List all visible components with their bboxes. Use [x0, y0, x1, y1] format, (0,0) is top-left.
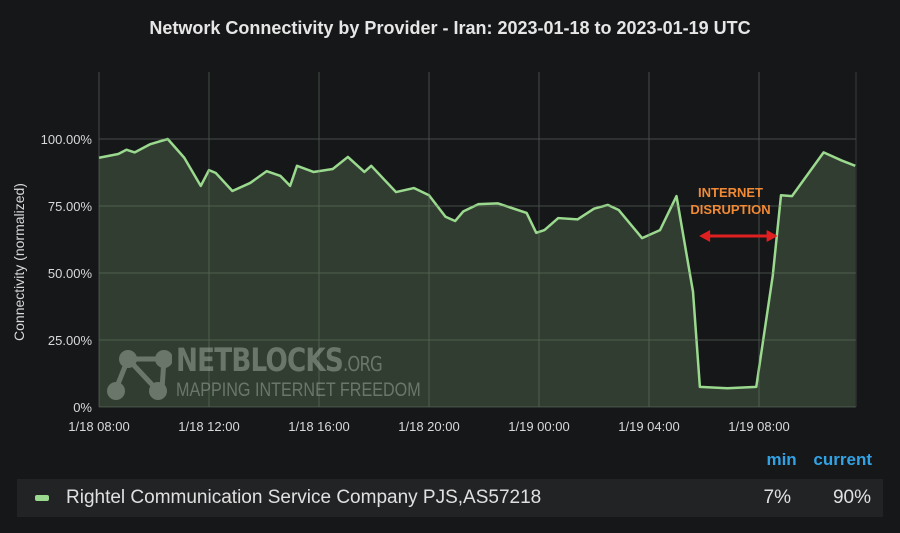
x-tick-label: 1/18 20:00 — [398, 419, 459, 434]
annotation-line-1: INTERNET — [698, 185, 763, 200]
series-color-swatch[interactable] — [35, 495, 49, 501]
chart-title: Network Connectivity by Provider - Iran:… — [149, 18, 751, 38]
netblocks-watermark: NETBLOCKS.ORG MAPPING INTERNET FREEDOM — [106, 341, 421, 406]
watermark-brand: NETBLOCKS.ORG — [176, 341, 383, 379]
legend-row[interactable]: Rightel Communication Service Company PJ… — [17, 479, 883, 517]
legend-header: min current — [754, 450, 872, 470]
disruption-arrow-right-head — [766, 230, 778, 242]
x-tick-label: 1/18 08:00 — [68, 419, 129, 434]
legend-header-current[interactable]: current — [813, 450, 872, 469]
y-tick-label: 0% — [73, 400, 92, 415]
x-tick-label: 1/19 00:00 — [508, 419, 569, 434]
watermark-brand-text: NETBLOCKS — [176, 341, 344, 379]
annotation-line-2: DISRUPTION — [690, 202, 771, 217]
series-min-value: 7% — [763, 487, 791, 508]
series-name[interactable]: Rightel Communication Service Company PJ… — [66, 487, 542, 508]
series-area — [99, 139, 856, 407]
y-tick-label: 25.00% — [48, 333, 93, 348]
disruption-annotation: INTERNET DISRUPTION — [678, 184, 783, 218]
legend-header-min[interactable]: min — [766, 450, 797, 469]
x-tick-label: 1/19 08:00 — [728, 419, 789, 434]
y-tick-label: 100.00% — [41, 132, 93, 147]
chart-plot: 0% 25.00% 50.00% 75.00% 100.00% 1/18 08:00 1/1… — [41, 72, 857, 434]
plot-background — [99, 72, 856, 407]
y-tick-label: 50.00% — [48, 266, 93, 281]
x-tick-label: 1/18 16:00 — [288, 419, 349, 434]
watermark-tagline: MAPPING INTERNET FREEDOM — [176, 380, 421, 401]
series-line — [98, 137, 856, 390]
x-tick-label: 1/18 12:00 — [178, 419, 239, 434]
watermark-suffix: .ORG — [342, 352, 383, 376]
y-tick-label: 75.00% — [48, 199, 93, 214]
x-tick-label: 1/19 04:00 — [618, 419, 679, 434]
disruption-arrow-left-head — [699, 230, 711, 242]
netblocks-logo-icon — [107, 350, 173, 400]
series-current-value: 90% — [832, 487, 871, 508]
